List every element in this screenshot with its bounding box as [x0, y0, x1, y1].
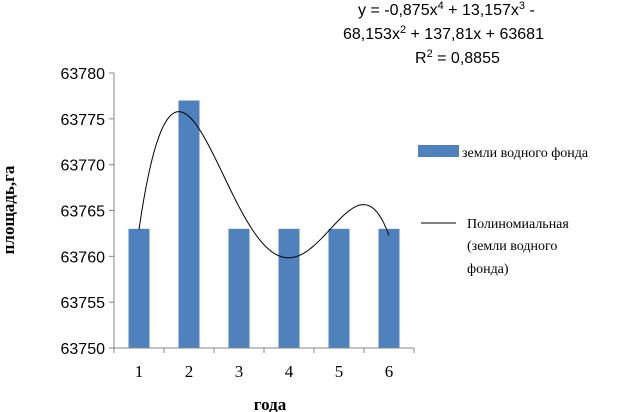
legend-label-trendline-1: Полиномиальная [467, 217, 569, 232]
x-tick-label: 1 [135, 362, 144, 381]
x-tick-label: 2 [185, 362, 194, 381]
bar-4 [278, 228, 300, 348]
y-tick-label: 63775 [61, 112, 106, 129]
legend-swatch-series-1 [418, 145, 459, 157]
bar-1 [128, 228, 150, 348]
y-tick-label: 63770 [61, 158, 106, 175]
bar-5 [328, 228, 350, 348]
legend-label-trendline-2: (земли водного [467, 239, 557, 254]
trendline-r-squared: R2 = 0,8855 [415, 48, 500, 67]
y-tick-label: 63780 [61, 66, 106, 83]
trendline-layer [138, 111, 390, 259]
x-ticks: 1 2 3 4 5 6 [113, 348, 415, 381]
legend-label-trendline-3: фонда) [467, 262, 509, 277]
y-tick-label: 63755 [61, 295, 106, 312]
y-tick-label: 63750 [61, 341, 106, 358]
x-tick-label: 4 [285, 362, 294, 381]
x-tick-label: 5 [335, 362, 344, 381]
bar-3 [228, 228, 250, 348]
trendline-equation-line-2: 68,153x2 + 137,81x + 63681 [343, 24, 544, 43]
bar-6 [378, 228, 400, 348]
legend: земли водного фонда Полиномиальная (земл… [418, 145, 589, 277]
x-tick-label: 3 [235, 362, 244, 381]
trendline-equation-line-1: y = -0,875x4 + 13,157x3 - [358, 0, 535, 19]
x-tick-label: 6 [385, 362, 394, 381]
bars [128, 100, 400, 348]
legend-label-series-1: земли водного фонда [462, 146, 589, 161]
y-axis-title: площадь,га [0, 165, 18, 254]
bar-2 [178, 100, 200, 348]
x-axis-title: года [254, 395, 287, 412]
trendline [138, 111, 390, 259]
y-tick-label: 63765 [61, 204, 106, 221]
y-ticks: 63750 63755 63760 63765 63770 63775 63780 [61, 66, 114, 358]
y-tick-label: 63760 [61, 249, 106, 266]
